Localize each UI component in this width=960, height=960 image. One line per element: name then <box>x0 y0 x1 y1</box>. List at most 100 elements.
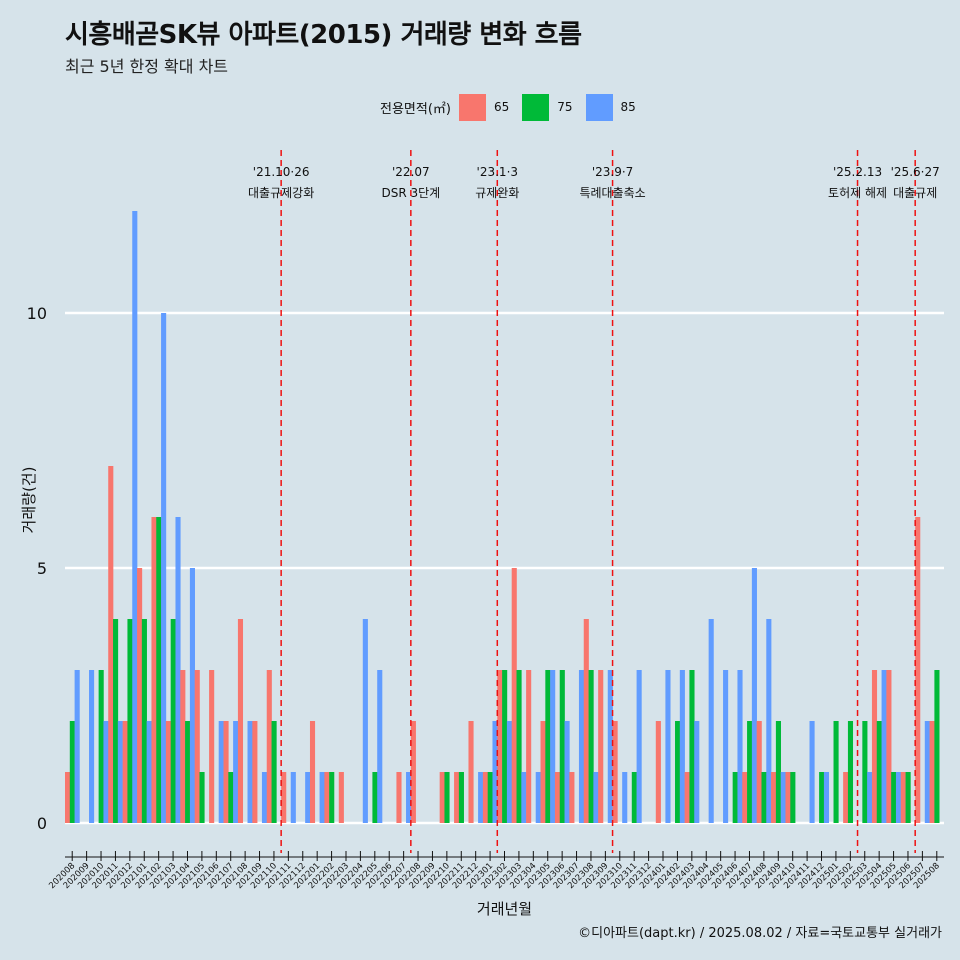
bar-75-202403 <box>689 670 695 823</box>
bar-75-202102 <box>156 517 162 823</box>
event-desc-label: 대출규제 <box>893 186 937 200</box>
bar-85-202303 <box>521 772 527 823</box>
bar-85-202409 <box>780 772 786 823</box>
event-desc-label: 토허제 해제 <box>828 186 887 200</box>
bar-85-202108 <box>247 721 253 823</box>
bar-85-202411 <box>809 721 815 823</box>
bar-75-202107 <box>228 772 234 823</box>
bar-65-202102 <box>151 517 157 823</box>
bar-85-202406 <box>737 670 743 823</box>
bar-75-202308 <box>588 670 594 823</box>
event-date-label: '23.9·7 <box>592 165 633 179</box>
bar-65-202208 <box>410 721 416 823</box>
bar-85-202204 <box>362 619 368 823</box>
bar-65-202011 <box>108 466 114 823</box>
bar-85-202106 <box>218 721 224 823</box>
bar-85-202404 <box>708 619 714 823</box>
bar-75-202306 <box>559 670 565 823</box>
event-date-label: '25.2.13 <box>833 165 882 179</box>
chart-title: 시흥배곧SK뷰 아파트(2015) 거래량 변화 흐름 <box>65 20 582 50</box>
bar-65-202308 <box>583 619 589 823</box>
legend-title: 전용면적(㎡) <box>380 101 451 117</box>
bar-75-202008 <box>69 721 75 823</box>
event-desc-label: 특례대출축소 <box>579 186 645 200</box>
bar-85-202010 <box>103 721 109 823</box>
bar-65-202306 <box>554 772 561 823</box>
bar-75-202504 <box>876 721 882 823</box>
bar-75-202410 <box>790 772 796 823</box>
bar-65-202008 <box>65 772 71 823</box>
bar-75-202409 <box>775 721 781 823</box>
bar-85-202302 <box>506 721 512 823</box>
bar-85-202012 <box>132 211 138 823</box>
bar-85-202403 <box>694 721 700 823</box>
event-desc-label: 대출규제강화 <box>248 186 314 200</box>
bar-85-202104 <box>189 568 195 823</box>
bar-75-202103 <box>170 619 176 823</box>
bar-75-202503 <box>862 721 868 823</box>
bar-65-202110 <box>266 670 272 823</box>
bar-65-202103 <box>165 721 171 823</box>
bar-65-202207 <box>396 772 402 823</box>
chart-subtitle: 최근 5년 한정 확대 차트 <box>65 57 229 76</box>
y-tick-label: 10 <box>27 304 47 323</box>
bar-75-202105 <box>199 772 205 823</box>
bar-75-202202 <box>329 772 335 823</box>
event-date-label: '23.1·3 <box>477 165 518 179</box>
bar-75-202104 <box>185 721 191 823</box>
bar-85-202102 <box>161 313 167 823</box>
bar-65-202506 <box>900 772 906 823</box>
bar-75-202101 <box>141 619 147 823</box>
bar-65-202302 <box>497 670 503 823</box>
bar-85-202505 <box>895 772 902 823</box>
bar-65-202408 <box>756 721 762 823</box>
bar-75-202311 <box>631 772 637 823</box>
bar-85-202109 <box>261 772 268 823</box>
bar-75-202302 <box>502 670 508 823</box>
bar-75-202110 <box>271 721 277 823</box>
bar-75-202210 <box>444 772 450 823</box>
bar-85-202101 <box>146 721 152 823</box>
bar-85-202103 <box>175 517 181 823</box>
bar-65-202303 <box>511 568 517 823</box>
bar-85-202212 <box>478 772 484 823</box>
bar-65-202104 <box>180 670 186 823</box>
bar-65-202505 <box>886 670 892 823</box>
event-date-label: '22.07 <box>392 165 430 179</box>
bar-75-202303 <box>516 670 522 823</box>
y-tick-label: 5 <box>37 559 47 578</box>
bar-85-202008 <box>74 670 80 823</box>
bar-75-202301 <box>487 772 493 823</box>
bar-65-202407 <box>742 772 748 823</box>
bar-65-202012 <box>122 721 128 823</box>
bar-65-202410 <box>785 772 791 823</box>
bar-85-202107 <box>233 721 239 823</box>
bar-65-202502 <box>843 772 849 823</box>
legend-swatch-75 <box>522 93 550 121</box>
bar-85-202201 <box>319 772 325 823</box>
bar-65-202202 <box>324 772 330 823</box>
legend: 전용면적(㎡) 65 75 85 <box>380 92 649 122</box>
bar-65-202304 <box>526 670 532 823</box>
caption: ©디아파트(dapt.kr) / 2025.08.02 / 자료=국토교통부 실… <box>578 926 942 941</box>
bar-85-202301 <box>492 721 498 823</box>
bar-85-202311 <box>636 670 642 823</box>
bar-85-202401 <box>665 670 671 823</box>
bar-85-202111 <box>290 772 296 823</box>
bar-85-202503 <box>867 772 873 823</box>
bar-75-202406 <box>732 772 738 823</box>
legend-item-75: 75 <box>522 93 580 121</box>
bar-85-202309 <box>607 670 613 823</box>
legend-item-65: 65 <box>458 93 517 121</box>
bar-75-202012 <box>127 619 133 823</box>
bar-65-202212 <box>468 721 474 823</box>
bar-85-202407 <box>751 568 757 823</box>
legend-label-75: 75 <box>557 100 573 114</box>
bar-85-202507 <box>924 721 930 823</box>
bar-85-202307 <box>578 670 585 823</box>
bar-65-202203 <box>338 772 344 823</box>
bar-85-202305 <box>550 670 556 823</box>
bar-65-202210 <box>439 772 445 823</box>
bar-65-202409 <box>771 772 777 823</box>
legend-item-85: 85 <box>585 93 644 121</box>
